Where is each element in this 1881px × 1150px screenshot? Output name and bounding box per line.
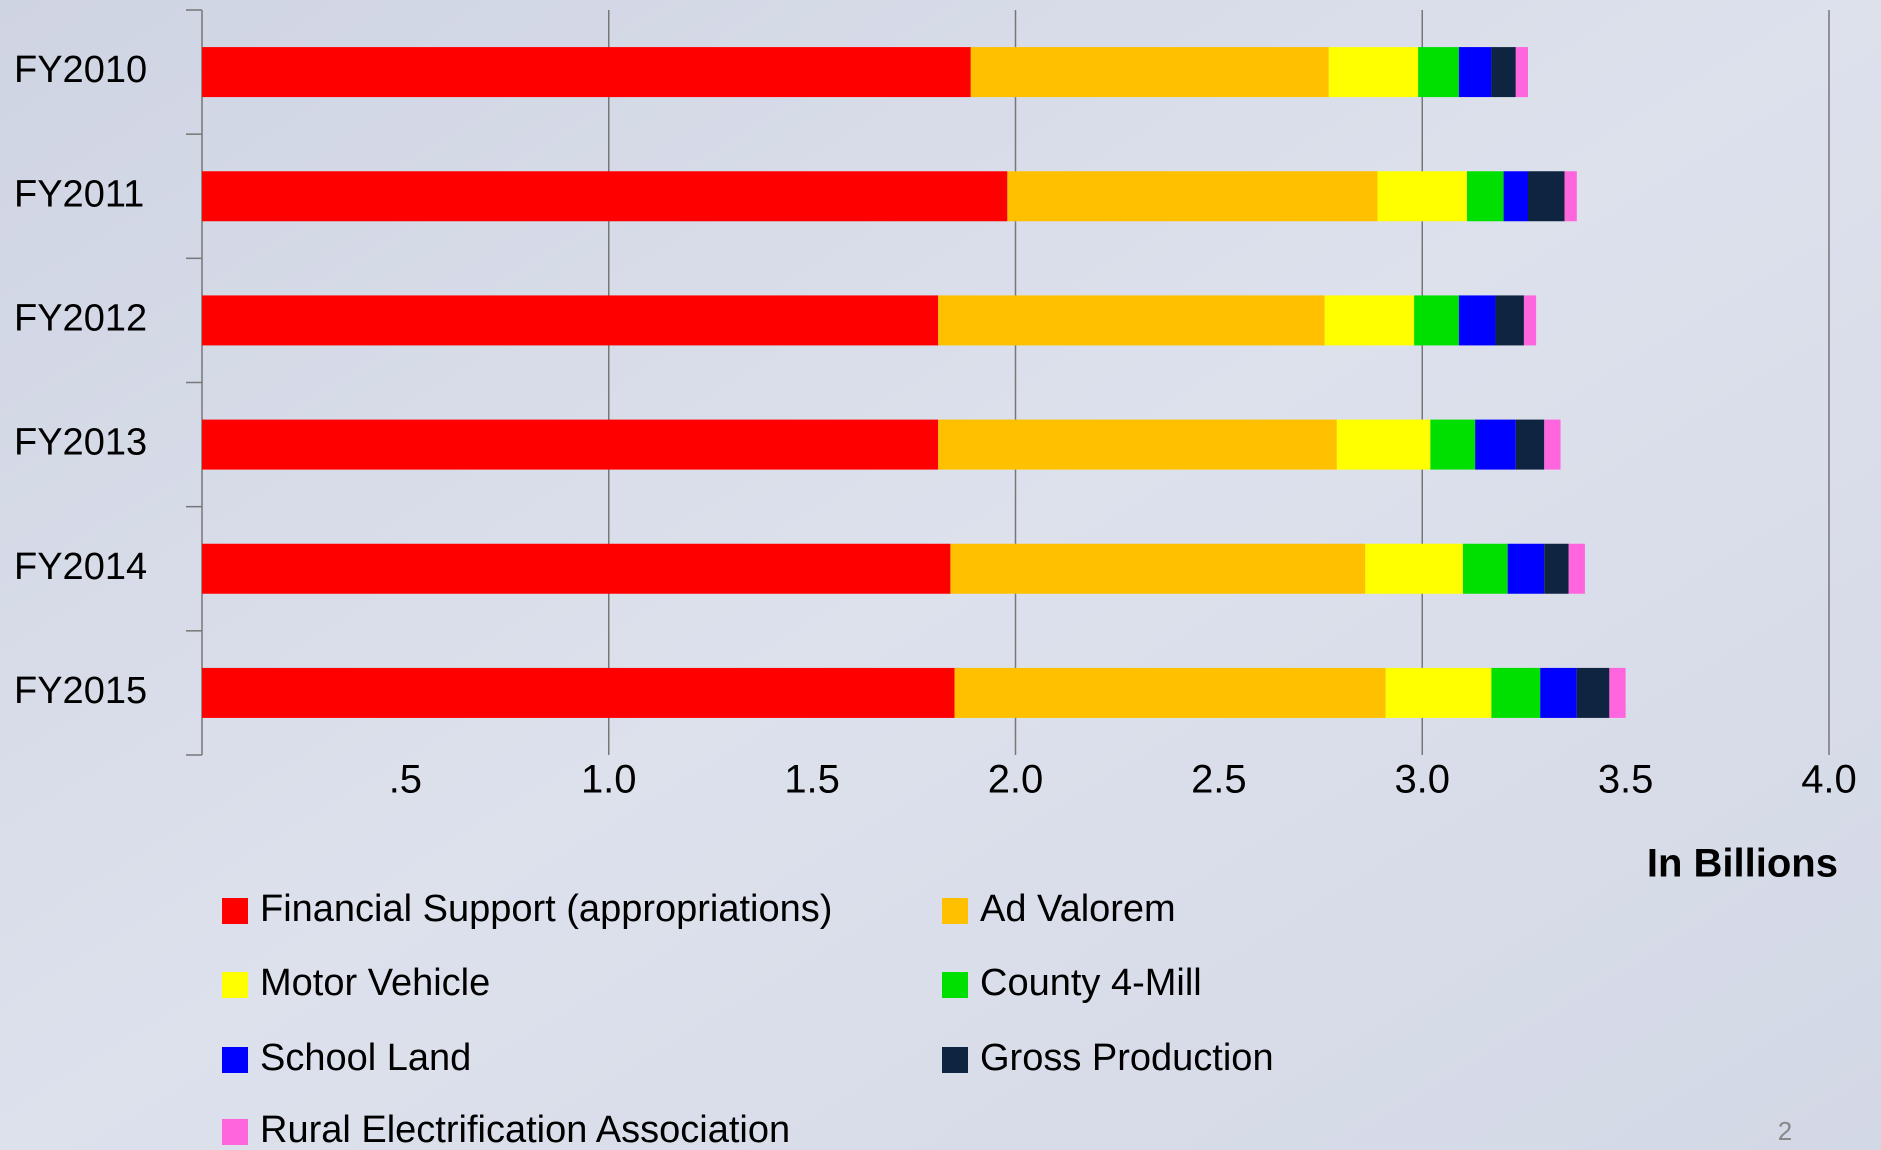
- bar-segment: [1507, 543, 1545, 594]
- bar-segment: [1007, 171, 1378, 222]
- bar-segment: [202, 47, 971, 98]
- legend-swatch: [942, 972, 968, 998]
- bar-segment: [1491, 667, 1541, 718]
- bar-segment: [202, 295, 939, 346]
- legend-label: Rural Electrification Association: [260, 1109, 790, 1150]
- bar-segment: [1475, 419, 1516, 470]
- legend-swatch: [942, 1047, 968, 1073]
- x-tick-label: 2.0: [988, 758, 1044, 802]
- x-tick-label: 2.5: [1191, 758, 1247, 802]
- slide-number: 2: [1778, 1116, 1792, 1146]
- bar-segment: [1377, 171, 1467, 222]
- bar-segment: [1418, 47, 1459, 98]
- bar-segment: [1515, 419, 1545, 470]
- y-tick-label: FY2010: [14, 49, 147, 91]
- y-tick-label: FY2011: [14, 173, 144, 215]
- bar-segment: [202, 419, 939, 470]
- bar-segment: [1458, 295, 1496, 346]
- bar-segment: [1458, 47, 1492, 98]
- x-tick-label: 4.0: [1801, 758, 1857, 802]
- bar-segment: [202, 543, 951, 594]
- bar-segment: [1495, 295, 1524, 346]
- y-tick-label: FY2013: [14, 422, 147, 464]
- bar-segment: [1328, 47, 1419, 98]
- y-tick-label: FY2012: [14, 297, 147, 339]
- legend-swatch: [222, 898, 248, 924]
- bar-segment: [938, 295, 1325, 346]
- bar-segment: [1564, 171, 1577, 222]
- legend-label: Gross Production: [980, 1037, 1274, 1079]
- bar-segment: [202, 171, 1008, 222]
- bar-segment: [1528, 171, 1565, 222]
- bar-segment: [1523, 295, 1537, 346]
- legend-swatch: [942, 898, 968, 924]
- bar-segment: [938, 419, 1337, 470]
- bar-segment: [1568, 543, 1585, 594]
- bar-segment: [1576, 667, 1610, 718]
- bar-segment: [954, 667, 1386, 718]
- legend-swatch: [222, 1119, 248, 1145]
- x-tick-label: 1.0: [581, 758, 637, 802]
- legend-label: School Land: [260, 1037, 471, 1079]
- bar-segment: [1324, 295, 1415, 346]
- bar-segment: [1540, 667, 1577, 718]
- x-tick-label: .5: [389, 758, 422, 802]
- legend-label: Ad Valorem: [980, 888, 1176, 930]
- bar-segment: [202, 667, 955, 718]
- bar-segment: [1609, 667, 1626, 718]
- bar-segment: [1503, 171, 1529, 222]
- bar-segment: [1462, 543, 1508, 594]
- legend-label: Motor Vehicle: [260, 962, 490, 1004]
- bar-segment: [1336, 419, 1431, 470]
- legend-label: Financial Support (appropriations): [260, 888, 832, 930]
- y-tick-label: FY2014: [14, 546, 147, 588]
- bar-segment: [1515, 47, 1529, 98]
- bar-segment: [1365, 543, 1463, 594]
- bar-segment: [1544, 543, 1569, 594]
- bar-segment: [1544, 419, 1561, 470]
- bar-segment: [970, 47, 1329, 98]
- x-axis-label: In Billions: [1647, 842, 1838, 886]
- bar-segment: [950, 543, 1366, 594]
- bar-segment: [1385, 667, 1492, 718]
- legend-swatch: [222, 972, 248, 998]
- bar-segment: [1430, 419, 1476, 470]
- bar-segment: [1466, 171, 1504, 222]
- bar-segment: [1414, 295, 1459, 346]
- y-tick-label: FY2015: [14, 670, 147, 712]
- x-tick-label: 1.5: [784, 758, 840, 802]
- legend-label: County 4-Mill: [980, 962, 1202, 1004]
- legend-swatch: [222, 1047, 248, 1073]
- x-tick-label: 3.0: [1394, 758, 1450, 802]
- bar-segment: [1491, 47, 1516, 98]
- x-tick-label: 3.5: [1598, 758, 1654, 802]
